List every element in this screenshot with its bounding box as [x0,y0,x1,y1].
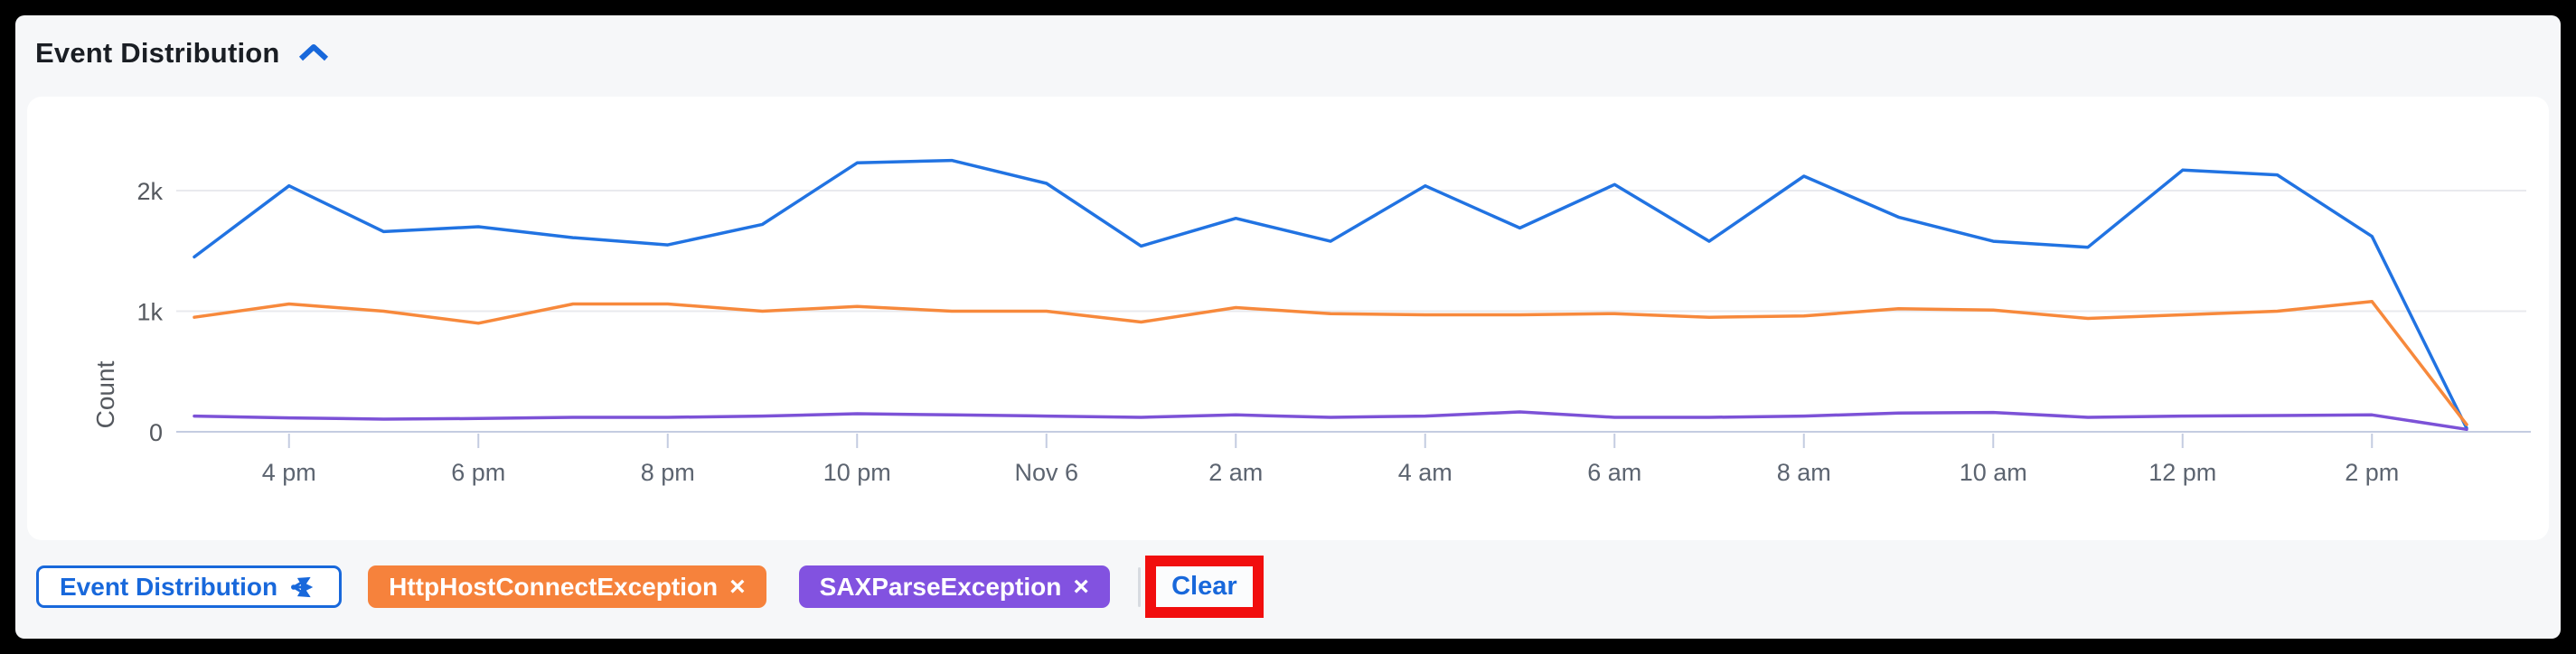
chart-name-chip-label: Event Distribution [60,572,278,601]
event-distribution-chart[interactable]: 0 1k 2k Count 4 pm 6 pm 8 pm 10 pm Nov 6 2 am 4 am… [27,97,2549,540]
x-tick-label: 8 pm [641,459,695,486]
y-tick-label: 2k [136,178,163,205]
y-tick-label: 0 [149,419,163,446]
x-tick-label: Nov 6 [1014,459,1078,486]
x-tick-label: 8 am [1777,459,1831,486]
filter-chip-label: SAXParseException [819,572,1062,601]
series-line-event-distribution[interactable] [193,158,2468,430]
x-tick-label: 6 pm [451,459,505,486]
filter-chip-label: HttpHostConnectException [389,572,719,601]
series-line-httphostconnectexception[interactable] [193,300,2468,426]
clear-filters-button[interactable]: Clear [1159,572,1250,602]
share-icon [289,573,318,602]
x-tick-label: 10 am [1960,459,2027,486]
x-tick-label: 10 pm [823,459,891,486]
y-axis-title: Count [91,360,119,428]
x-tick-label: 12 pm [2148,459,2216,486]
x-tick-label: 4 am [1398,459,1453,486]
event-distribution-chart-card: 0 1k 2k Count 4 pm 6 pm 8 pm 10 pm Nov 6 2 am 4 am… [27,97,2549,540]
panel-header: Event Distribution [15,15,2561,70]
filter-chip-saxparseexception[interactable]: SAXParseException × [798,565,1110,608]
remove-filter-icon[interactable]: × [729,571,746,602]
chart-name-chip[interactable]: Event Distribution [36,565,343,608]
series-line-saxparseexception[interactable] [193,410,2468,432]
x-tick-label: 6 am [1587,459,1641,486]
legend-row: Event Distribution [36,556,1264,618]
target-highlight-box: Clear [1144,556,1264,618]
y-tick-label: 1k [136,299,163,326]
remove-filter-icon[interactable]: × [1073,571,1089,602]
filter-chip-httphostconnectexception[interactable]: HttpHostConnectException × [368,565,766,608]
collapse-button[interactable] [295,40,333,67]
x-tick-label: 2 pm [2345,459,2399,486]
legend-divider [1137,566,1141,607]
chevron-up-icon [296,42,331,65]
panel-title: Event Distribution [35,37,280,69]
x-tick-label: 4 pm [262,459,316,486]
x-tick-label: 2 am [1208,459,1263,486]
event-distribution-panel: Event Distribution 0 1k 2k Count 4 pm 6 pm 8 p… [15,15,2561,639]
